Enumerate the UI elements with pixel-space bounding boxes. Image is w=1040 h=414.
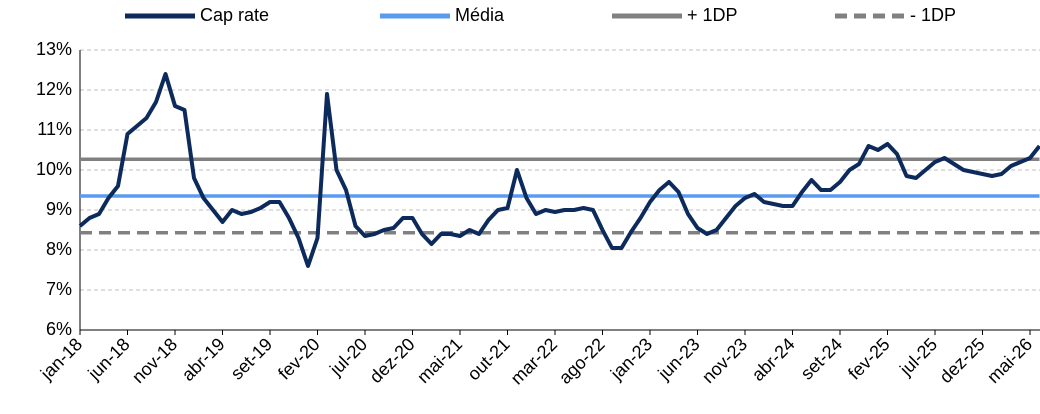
x-tick-label: fev-25: [844, 334, 894, 384]
legend-label: + 1DP: [687, 5, 738, 25]
x-tick-label: ago-22: [555, 334, 609, 388]
y-tick-label: 12%: [36, 79, 72, 99]
y-tick-label: 11%: [37, 119, 72, 139]
legend-label: - 1DP: [910, 5, 956, 25]
x-tick-label: set-24: [797, 334, 847, 384]
x-tick-label: dez-20: [366, 334, 419, 387]
legend-label: Média: [455, 5, 505, 25]
y-tick-label: 10%: [36, 159, 72, 179]
y-tick-label: 9%: [46, 199, 72, 219]
x-tick-label: mar-22: [507, 334, 561, 388]
x-tick-label: out-21: [463, 334, 513, 384]
series-line: [78, 72, 1040, 268]
x-tick-label: jul-20: [325, 334, 371, 380]
x-tick-label: jun-18: [83, 334, 133, 384]
x-tick-label: abr-19: [178, 334, 229, 385]
x-tick-label: nov-18: [128, 334, 181, 387]
x-tick-label: jul-25: [895, 334, 941, 380]
x-tick-label: set-19: [227, 334, 277, 384]
y-tick-label: 7%: [46, 279, 72, 299]
y-tick-label: 13%: [36, 39, 72, 59]
x-tick-label: jan-18: [36, 334, 86, 384]
y-tick-label: 6%: [46, 319, 72, 339]
x-tick-label: fev-20: [274, 334, 324, 384]
x-tick-label: nov-23: [698, 334, 751, 387]
legend-label: Cap rate: [200, 5, 269, 25]
x-tick-label: mai-21: [413, 334, 466, 387]
x-tick-label: jun-23: [653, 334, 703, 384]
x-tick-label: dez-25: [936, 334, 989, 387]
x-tick-label: abr-24: [748, 334, 799, 385]
x-tick-label: jan-23: [606, 334, 656, 384]
x-tick-label: mai-26: [983, 334, 1036, 387]
y-tick-label: 8%: [46, 239, 72, 259]
